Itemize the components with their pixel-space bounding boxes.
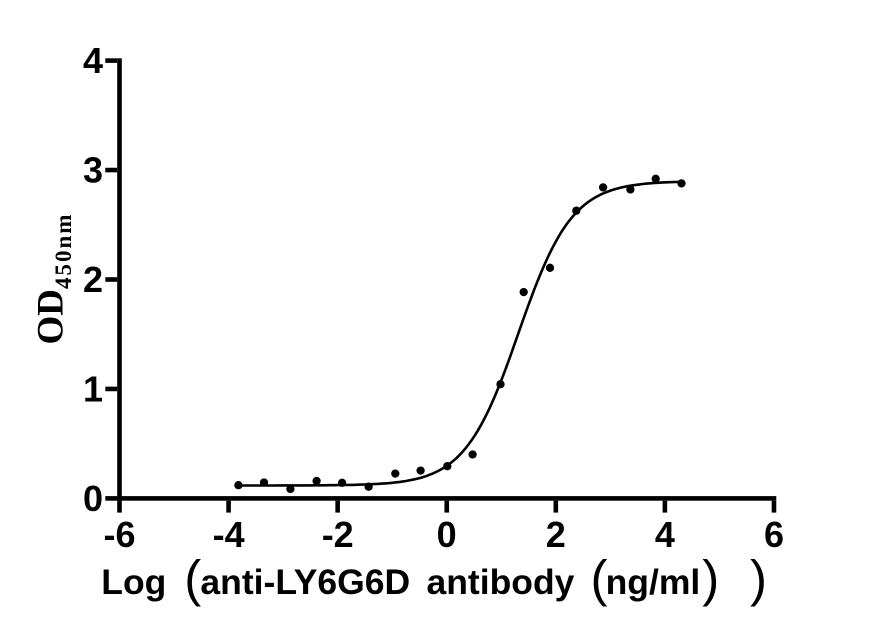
svg-text:4: 4: [83, 40, 103, 81]
svg-text:(: (: [184, 550, 201, 607]
svg-text:): ): [750, 550, 767, 607]
svg-text:-4: -4: [213, 514, 245, 555]
svg-text:6: 6: [764, 514, 784, 555]
svg-text:(: (: [591, 550, 608, 607]
svg-text:2: 2: [546, 514, 566, 555]
svg-text:4: 4: [655, 514, 675, 555]
svg-text:ng/ml: ng/ml: [606, 562, 701, 602]
svg-text:0: 0: [83, 478, 103, 519]
svg-text:): ): [702, 550, 719, 607]
svg-text:-6: -6: [103, 514, 135, 555]
svg-text:2: 2: [83, 259, 103, 300]
svg-text:anti-LY6G6D: anti-LY6G6D: [200, 562, 410, 602]
svg-text:3: 3: [83, 150, 103, 191]
svg-text:0: 0: [437, 514, 457, 555]
svg-text:1: 1: [83, 368, 103, 409]
svg-text:antibody: antibody: [427, 562, 575, 602]
svg-text:Log: Log: [101, 562, 166, 602]
svg-text:-2: -2: [322, 514, 354, 555]
